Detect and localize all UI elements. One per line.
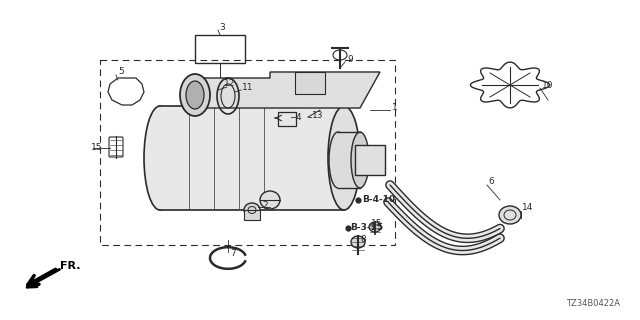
Text: 15: 15 — [91, 142, 102, 151]
Bar — [338, 132, 360, 188]
Text: 10: 10 — [542, 81, 554, 90]
Bar — [100, 60, 395, 245]
Bar — [355, 145, 385, 175]
Text: 15: 15 — [371, 220, 383, 228]
Text: 5: 5 — [118, 68, 124, 76]
Text: 11: 11 — [242, 84, 253, 92]
Text: 12: 12 — [224, 79, 236, 89]
Ellipse shape — [180, 74, 210, 116]
Polygon shape — [200, 72, 380, 108]
Bar — [195, 35, 245, 63]
Text: 6: 6 — [488, 178, 493, 187]
Text: 9: 9 — [347, 54, 353, 63]
Bar — [278, 112, 296, 126]
Text: 8: 8 — [360, 236, 365, 244]
Ellipse shape — [329, 132, 347, 188]
Bar — [244, 210, 260, 220]
Ellipse shape — [144, 106, 176, 210]
Bar — [295, 72, 325, 94]
Ellipse shape — [244, 203, 260, 217]
Ellipse shape — [369, 222, 381, 232]
Text: B-4-10: B-4-10 — [362, 196, 395, 204]
Text: 4: 4 — [296, 113, 301, 122]
Text: 7: 7 — [230, 249, 236, 258]
Text: 14: 14 — [522, 204, 533, 212]
Ellipse shape — [499, 206, 521, 224]
Text: TZ34B0422A: TZ34B0422A — [566, 299, 620, 308]
Text: 3: 3 — [219, 22, 225, 31]
Bar — [160, 106, 344, 210]
Ellipse shape — [351, 132, 369, 188]
Ellipse shape — [328, 106, 360, 210]
Ellipse shape — [351, 236, 365, 248]
Text: 1: 1 — [392, 103, 397, 113]
Text: 2: 2 — [262, 202, 268, 211]
Text: FR.: FR. — [60, 261, 81, 271]
Text: B-3-15: B-3-15 — [350, 222, 383, 231]
Ellipse shape — [260, 191, 280, 209]
Text: 13: 13 — [312, 110, 323, 119]
Ellipse shape — [186, 81, 204, 109]
